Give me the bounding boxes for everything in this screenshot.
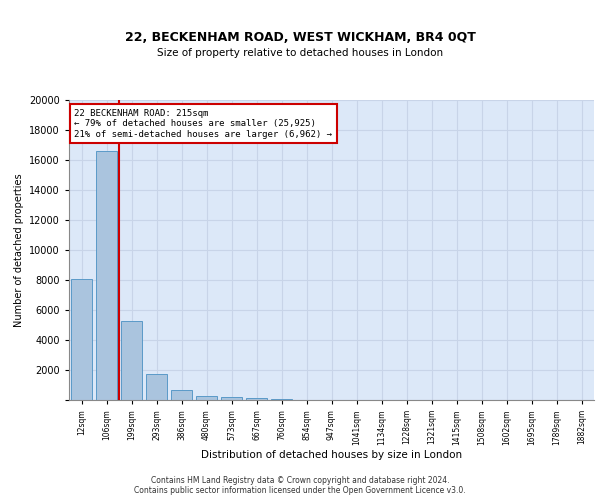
X-axis label: Distribution of detached houses by size in London: Distribution of detached houses by size … xyxy=(201,450,462,460)
Text: 22 BECKENHAM ROAD: 215sqm
← 79% of detached houses are smaller (25,925)
21% of s: 22 BECKENHAM ROAD: 215sqm ← 79% of detac… xyxy=(74,109,332,139)
Bar xyxy=(271,398,292,400)
Bar xyxy=(171,390,192,400)
Bar xyxy=(196,396,217,400)
Bar xyxy=(246,398,267,400)
Bar xyxy=(71,278,92,400)
Text: Contains HM Land Registry data © Crown copyright and database right 2024.
Contai: Contains HM Land Registry data © Crown c… xyxy=(134,476,466,495)
Y-axis label: Number of detached properties: Number of detached properties xyxy=(14,173,23,327)
Bar xyxy=(146,374,167,400)
Bar xyxy=(221,397,242,400)
Text: 22, BECKENHAM ROAD, WEST WICKHAM, BR4 0QT: 22, BECKENHAM ROAD, WEST WICKHAM, BR4 0Q… xyxy=(125,31,475,44)
Bar xyxy=(96,151,117,400)
Text: Size of property relative to detached houses in London: Size of property relative to detached ho… xyxy=(157,48,443,58)
Bar xyxy=(121,320,142,400)
